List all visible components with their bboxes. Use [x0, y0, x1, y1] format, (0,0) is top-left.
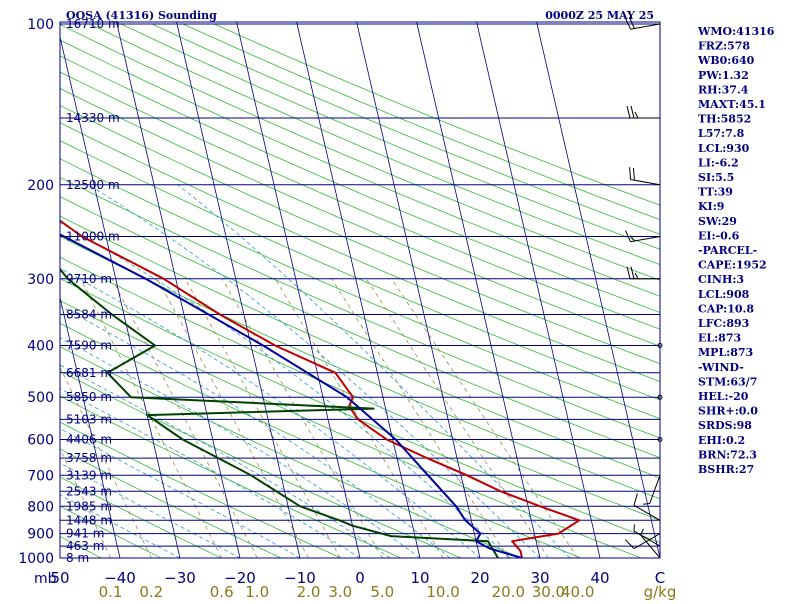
- index-value: SHR+:0.0: [698, 405, 758, 418]
- index-value: SRDS:98: [698, 419, 752, 432]
- index-value: -PARCEL-: [698, 244, 757, 257]
- index-value: TT:39: [698, 186, 733, 199]
- height-label: 3139 m: [66, 468, 112, 482]
- index-value: BSHR:27: [698, 463, 754, 476]
- height-label: 7590 m: [66, 339, 112, 353]
- index-value: EI:-0.6: [698, 229, 740, 242]
- index-value: LCL:908: [698, 288, 750, 301]
- mixing-ratio-label: 0.2: [139, 583, 163, 600]
- height-label: 9710 m: [66, 272, 112, 286]
- index-value: L57:7.8: [698, 127, 745, 140]
- height-label: 12500 m: [66, 178, 120, 192]
- index-value: TH:5852: [698, 113, 751, 126]
- temp-tick-label: 0: [355, 569, 365, 587]
- mixing-ratio-label: 2.0: [297, 583, 321, 600]
- height-label: 8 m: [66, 551, 89, 565]
- pressure-tick-label: 100: [27, 17, 54, 33]
- index-value: MAXT:45.1: [698, 98, 766, 111]
- temp-tick-label: −30: [164, 569, 196, 587]
- chart-time: 0000Z 25 MAY 25: [545, 9, 654, 22]
- pressure-tick-label: 500: [27, 390, 54, 406]
- pressure-tick-label: 600: [27, 433, 54, 449]
- chart-title: OOSA (41316) Sounding: [66, 9, 217, 22]
- index-value: KI:9: [698, 200, 724, 213]
- mixing-ratio-label: g/kg: [644, 583, 677, 600]
- index-value: SW:29: [698, 215, 737, 228]
- height-label: 1985 m: [66, 499, 112, 513]
- index-value: WB0:640: [697, 54, 755, 67]
- index-value: SI:5.5: [698, 171, 734, 184]
- height-label: 6681 m: [66, 366, 112, 380]
- index-value: WMO:41316: [697, 25, 775, 38]
- index-value: EHI:0.2: [698, 434, 745, 447]
- index-value: FRZ:578: [698, 40, 750, 53]
- mixing-ratio-label: 10.0: [426, 583, 459, 600]
- mixing-ratio-label: 5.0: [370, 583, 394, 600]
- index-value: CAP:10.8: [698, 302, 754, 315]
- index-value: CINH:3: [698, 273, 744, 286]
- temp-tick-label: 20: [470, 569, 489, 587]
- index-value: PW:1.32: [698, 69, 749, 82]
- mixing-ratio-label: 0.1: [99, 583, 123, 600]
- index-value: LFC:893: [698, 317, 749, 330]
- index-value: HEL:-20: [698, 390, 749, 403]
- index-value: BRN:72.3: [698, 448, 757, 461]
- height-label: 5850 m: [66, 390, 112, 404]
- index-value: LCL:930: [698, 142, 750, 155]
- mixing-ratio-label: 20.0: [492, 583, 525, 600]
- index-value: EL:873: [698, 332, 741, 345]
- height-label: 3758 m: [66, 451, 112, 465]
- index-value: MPL:873: [698, 346, 753, 359]
- pressure-tick-label: 1000: [18, 551, 54, 567]
- pressure-tick-label: 200: [27, 178, 54, 194]
- pressure-tick-label: 800: [27, 499, 54, 515]
- height-label: 1448 m: [66, 513, 112, 527]
- index-value: STM:63/7: [698, 375, 757, 388]
- height-label: 11000 m: [66, 230, 120, 244]
- pressure-tick-label: 700: [27, 468, 54, 484]
- mixing-ratio-label: 0.6: [210, 583, 234, 600]
- pressure-tick-label: 900: [27, 527, 54, 543]
- index-value: LI:-6.2: [698, 156, 739, 169]
- pressure-tick-label: 300: [27, 272, 54, 288]
- mixing-ratio-label: 40.0: [561, 583, 594, 600]
- mixing-ratio-label: 3.0: [328, 583, 352, 600]
- height-label: 8584 m: [66, 308, 112, 322]
- index-value: RH:37.4: [698, 83, 749, 96]
- pressure-unit-label: mb: [34, 571, 57, 587]
- height-label: 4406 m: [66, 433, 112, 447]
- index-value: CAPE:1952: [698, 259, 767, 272]
- index-value: -WIND-: [698, 361, 744, 374]
- height-label: 2543 m: [66, 484, 112, 498]
- height-label: 5103 m: [66, 412, 112, 426]
- mixing-ratio-label: 1.0: [245, 583, 269, 600]
- height-label: 14330 m: [66, 111, 120, 125]
- pressure-tick-label: 400: [27, 339, 54, 355]
